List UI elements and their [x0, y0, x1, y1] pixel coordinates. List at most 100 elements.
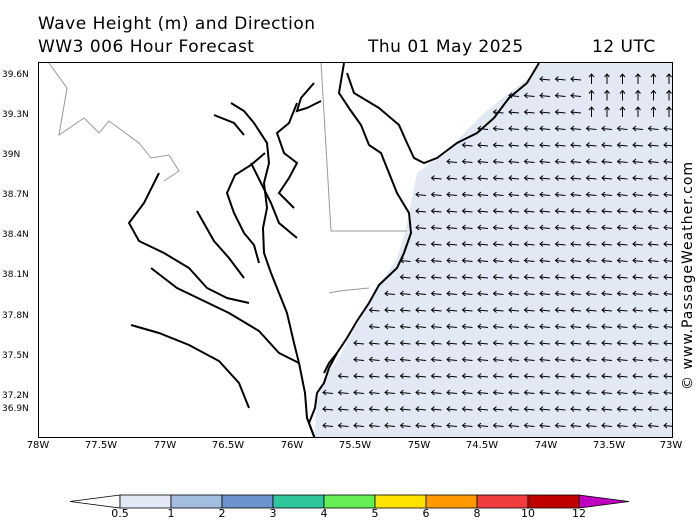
wave-arrow	[322, 425, 334, 427]
wave-arrow	[415, 194, 427, 196]
wave-arrow-head	[508, 290, 513, 297]
wave-arrow	[353, 375, 365, 378]
wave-arrow-head	[508, 241, 513, 247]
wave-arrow	[539, 78, 551, 81]
wave-arrow-head	[461, 389, 466, 396]
wave-arrow-head	[430, 356, 435, 363]
wave-arrow	[601, 227, 613, 229]
wave-arrow	[586, 227, 597, 229]
wave-arrow-head	[492, 373, 497, 379]
wave-arrow	[632, 392, 644, 394]
wave-arrow	[493, 342, 504, 345]
wave-arrow-head	[554, 224, 559, 231]
wave-arrow-head	[539, 241, 544, 247]
wave-arrow	[555, 359, 566, 361]
wave-arrow-head	[492, 257, 497, 264]
wave-arrow	[446, 210, 458, 213]
wave-arrow	[477, 194, 489, 196]
wave-arrow	[462, 243, 473, 246]
wave-arrow-head	[632, 274, 637, 280]
wave-arrow-head	[554, 92, 559, 99]
wave-arrow-head	[604, 73, 610, 78]
wave-arrow	[431, 276, 442, 279]
wave-arrow-head	[666, 73, 672, 78]
wave-arrow-head	[492, 406, 497, 412]
wave-arrow-head	[539, 274, 544, 280]
wave-arrow	[570, 260, 582, 262]
wave-arrow-head	[508, 307, 513, 313]
wave-arrow	[415, 293, 427, 295]
wave-arrow-head	[477, 307, 482, 313]
wave-arrow-head	[616, 224, 621, 231]
wave-arrow-head	[554, 142, 559, 148]
wave-arrow-head	[601, 224, 606, 231]
wave-arrow	[431, 243, 442, 246]
wave-arrow	[663, 243, 672, 246]
wave-arrow-head	[666, 106, 672, 111]
wave-arrow-head	[492, 224, 497, 231]
wave-arrow-head	[477, 356, 482, 363]
wave-arrow-head	[554, 191, 559, 198]
wave-arrow	[508, 144, 520, 147]
wave-arrow-head	[539, 323, 544, 330]
wave-arrow	[462, 177, 473, 180]
wave-arrow-head	[399, 290, 404, 297]
wave-arrow	[446, 392, 458, 394]
wave-arrow	[570, 95, 582, 97]
wave-arrow	[431, 227, 442, 229]
wave-arrow	[632, 144, 644, 147]
wave-arrow-head	[539, 208, 544, 214]
wave-arrow	[663, 210, 672, 213]
wave-arrow	[586, 309, 597, 312]
wave-arrow-head	[601, 274, 606, 280]
wave-arrow	[663, 425, 672, 427]
wave-arrow	[477, 408, 489, 411]
wave-arrow-head	[415, 290, 420, 297]
wave-arrow-head	[666, 89, 672, 94]
wave-arrow-head	[461, 373, 466, 379]
wave-arrow	[555, 177, 566, 180]
wave-arrow	[446, 177, 458, 180]
wave-arrow	[462, 293, 473, 295]
wave-arrow	[632, 194, 644, 196]
wave-arrow-head	[632, 307, 637, 313]
wave-arrow	[508, 243, 520, 246]
wave-arrow-head	[616, 389, 621, 396]
wave-arrow-head	[523, 257, 528, 264]
lat-tick-label: 38.7N	[2, 190, 29, 200]
wave-arrow-head	[446, 208, 451, 214]
wave-arrow-head	[415, 323, 420, 330]
wave-arrow	[415, 342, 427, 345]
wave-arrow	[415, 276, 427, 279]
wave-arrow-head	[604, 89, 610, 94]
legend-high-end	[578, 494, 630, 509]
wave-arrow	[632, 326, 644, 328]
wave-arrow-head	[523, 406, 528, 412]
lat-tick-label: 39N	[2, 150, 21, 160]
wave-arrow	[586, 243, 597, 246]
wave-arrow-head	[588, 73, 595, 78]
wave-arrow-head	[632, 175, 637, 181]
wave-arrow-head	[477, 191, 482, 198]
wave-arrow-head	[663, 422, 668, 429]
wave-arrow-head	[663, 191, 668, 198]
wave-arrow-head	[446, 241, 451, 247]
wave-arrow-head	[508, 274, 513, 280]
lat-tick-label: 38.4N	[2, 230, 29, 240]
wave-arrow-head	[461, 274, 466, 280]
map-canvas	[48, 63, 672, 437]
wave-arrow-head	[632, 241, 637, 247]
wave-arrow-head	[663, 373, 668, 379]
wave-arrow-head	[632, 373, 637, 379]
wave-arrow-head	[554, 389, 559, 396]
wave-arrow	[431, 260, 442, 262]
wave-arrow	[539, 128, 551, 130]
wave-arrow	[369, 375, 380, 378]
wave-arrow-head	[415, 274, 420, 280]
wave-arrow-head	[492, 208, 497, 214]
wave-arrow	[555, 194, 566, 196]
credit-watermark: © www.PassageWeather.com	[680, 160, 696, 390]
wave-arrow-head	[399, 356, 404, 363]
wave-arrow	[524, 144, 535, 147]
wave-arrow-head	[601, 389, 606, 396]
